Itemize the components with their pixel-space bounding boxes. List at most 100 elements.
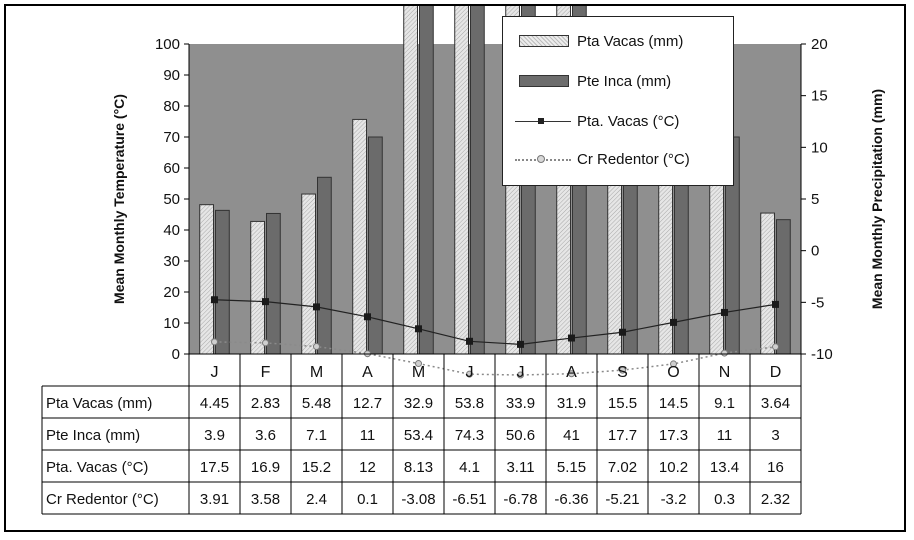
table-cell: 3.91 xyxy=(200,491,229,508)
legend-swatch-vacas-mm xyxy=(519,35,569,47)
month-label: F xyxy=(261,364,271,381)
legend-label-inca-mm: Pte Inca (mm) xyxy=(577,72,672,90)
bar-pta-vacas-mm xyxy=(709,156,724,355)
point-pta-vacas-c xyxy=(670,318,677,326)
table-cell: -6.78 xyxy=(503,491,537,508)
table-cell: 2.32 xyxy=(761,491,790,508)
month-label: J xyxy=(517,364,525,381)
left-tick-label: 40 xyxy=(163,222,180,239)
point-pta-vacas-c xyxy=(721,308,728,316)
left-tick-label: 10 xyxy=(163,315,180,332)
table-cell: 0.1 xyxy=(357,491,378,508)
legend-label-redentor-c: Cr Redentor (°C) xyxy=(577,150,690,168)
point-pta-vacas-c xyxy=(466,337,473,345)
point-cr-redentor-c xyxy=(415,360,422,368)
right-tick-label: 15 xyxy=(811,88,828,105)
left-tick-label: 70 xyxy=(163,129,180,146)
table-cell: 16 xyxy=(767,459,784,476)
bar-pta-vacas-mm xyxy=(250,220,265,355)
chart-legend: Pta Vacas (mm) Pte Inca (mm) Pta. Vacas … xyxy=(502,16,734,186)
table-cell: 16.9 xyxy=(251,459,280,476)
table-cell: 50.6 xyxy=(506,427,535,444)
point-pta-vacas-c xyxy=(313,303,320,311)
point-pta-vacas-c xyxy=(619,328,626,336)
point-pta-vacas-c xyxy=(517,340,524,348)
table-row-label: Cr Redentor (°C) xyxy=(46,491,159,508)
table-cell: 13.4 xyxy=(710,459,739,476)
left-tick-label: 30 xyxy=(163,253,180,270)
bar-pte-inca-mm xyxy=(419,6,434,355)
line-pta-vacas-c xyxy=(214,299,776,345)
table-cell: 3.64 xyxy=(761,395,790,412)
right-tick-label: 5 xyxy=(811,191,819,208)
bar-pte-inca-mm xyxy=(317,176,332,355)
table-cell: 3.11 xyxy=(506,459,534,476)
bar-pte-inca-mm xyxy=(266,212,281,355)
table-cell: 0.3 xyxy=(714,491,735,508)
point-pta-vacas-c xyxy=(415,325,422,333)
table-cell: 5.15 xyxy=(557,459,586,476)
bar-pte-inca-mm xyxy=(470,6,485,355)
left-tick-label: 0 xyxy=(172,346,180,363)
month-label: M xyxy=(310,364,323,381)
table-cell: 10.2 xyxy=(659,459,688,476)
table-cell: 4.45 xyxy=(200,395,229,412)
point-cr-redentor-c xyxy=(670,360,677,368)
point-pta-vacas-c xyxy=(211,296,218,304)
table-cell: 17.5 xyxy=(200,459,229,476)
table-cell: 9.1 xyxy=(714,395,735,412)
point-pta-vacas-c xyxy=(262,298,269,306)
legend-item-inca-mm: Pte Inca (mm) xyxy=(513,71,671,91)
table-cell: 5.48 xyxy=(302,395,331,412)
month-label: S xyxy=(617,364,628,381)
point-cr-redentor-c xyxy=(772,343,779,351)
right-tick-label: 10 xyxy=(811,139,828,156)
month-label: J xyxy=(466,364,474,381)
legend-item-vacas-mm: Pta Vacas (mm) xyxy=(513,31,683,51)
table-cell: 3.6 xyxy=(255,427,276,444)
point-cr-redentor-c xyxy=(466,370,473,378)
legend-label-vacas-c: Pta. Vacas (°C) xyxy=(577,112,680,130)
table-cell: 7.02 xyxy=(608,459,637,476)
point-pta-vacas-c xyxy=(772,300,779,308)
point-cr-redentor-c xyxy=(568,370,575,378)
legend-item-vacas-c: Pta. Vacas (°C) xyxy=(513,111,679,131)
table-cell: 3.9 xyxy=(204,427,225,444)
table-row-label: Pte Inca (mm) xyxy=(46,427,140,444)
table-cell: 14.5 xyxy=(659,395,688,412)
bar-pte-inca-mm xyxy=(368,136,383,355)
line-cr-redentor-c xyxy=(214,341,776,376)
table-cell: 4.1 xyxy=(459,459,480,476)
table-cell: 53.8 xyxy=(455,395,484,412)
table-cell: 41 xyxy=(563,427,580,444)
table-cell: -3.2 xyxy=(661,491,687,508)
bar-pte-inca-mm xyxy=(776,219,791,355)
chart-frame: 100 90 80 70 60 50 40 30 20 10 0 20 15 10 5 0 -5 -10 Mean … xyxy=(4,4,906,532)
table-cell: 33.9 xyxy=(506,395,535,412)
legend-item-redentor-c: Cr Redentor (°C) xyxy=(513,149,690,169)
bar-pta-vacas-mm xyxy=(199,204,214,355)
table-cell: -3.08 xyxy=(401,491,435,508)
point-pta-vacas-c xyxy=(568,334,575,342)
left-tick-label: 80 xyxy=(163,98,180,115)
right-tick-label: -5 xyxy=(811,294,824,311)
left-tick-label: 60 xyxy=(163,160,180,177)
table-cell: 7.1 xyxy=(306,427,327,444)
table-cell: 32.9 xyxy=(404,395,433,412)
table-cell: 17.3 xyxy=(659,427,688,444)
month-label: N xyxy=(719,364,731,381)
bar-pta-vacas-mm xyxy=(403,6,419,355)
table-cell: 3 xyxy=(771,427,779,444)
bar-pta-vacas-mm xyxy=(454,6,470,355)
legend-swatch-inca-mm xyxy=(519,75,569,87)
point-cr-redentor-c xyxy=(619,366,626,374)
month-label: O xyxy=(667,364,679,381)
right-tick-label: -10 xyxy=(811,346,833,363)
table-cell: 12 xyxy=(359,459,376,476)
point-cr-redentor-c xyxy=(313,343,320,351)
month-label: J xyxy=(211,364,219,381)
legend-label-vacas-mm: Pta Vacas (mm) xyxy=(577,32,684,50)
table-cell: -6.36 xyxy=(554,491,588,508)
left-tick-label: 50 xyxy=(163,191,180,208)
right-tick-label: 0 xyxy=(811,243,819,260)
